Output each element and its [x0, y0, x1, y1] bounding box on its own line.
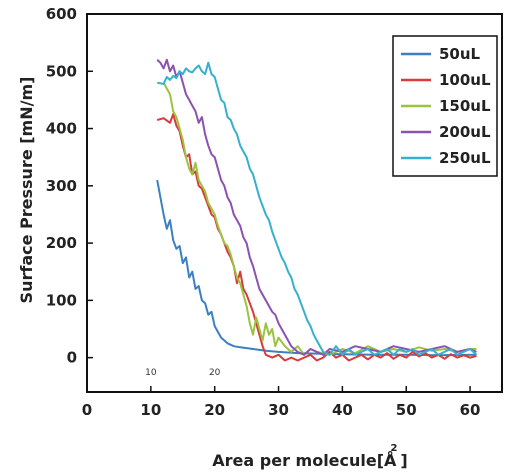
series-line-50ul: [156, 179, 477, 357]
x-tick-label: 0: [82, 401, 92, 419]
x-tick-label: 20: [204, 401, 225, 419]
inner-tick-label: 20: [209, 368, 221, 378]
x-tick-label: 30: [268, 401, 289, 419]
inner-tick-label: 10: [145, 368, 157, 378]
x-tick-label: 50: [396, 401, 417, 419]
y-tick-label: 400: [46, 120, 77, 138]
y-axis-title: Surface Pressure [mN/m]: [17, 77, 36, 304]
x-axis-title: Area per molecule[Å2]: [212, 443, 407, 470]
legend: 50uL 100uL 150uL 200uL 250uL: [392, 35, 498, 177]
x-tick-label: 40: [332, 401, 353, 419]
x-axis-title-super: 2: [390, 443, 397, 454]
y-tick-label: 0: [67, 349, 77, 367]
y-tick-label: 200: [46, 234, 77, 252]
series-line-100ul: [156, 113, 477, 362]
y-tick-label: 600: [46, 5, 77, 23]
series-line-250ul: [157, 61, 478, 356]
legend-label-50ul: 50uL: [439, 45, 481, 63]
legend-label-100ul: 100uL: [439, 71, 491, 89]
x-tick-label: 60: [460, 401, 481, 419]
plot-area: [156, 58, 478, 362]
y-tick-label: 500: [46, 62, 77, 80]
legend-label-200ul: 200uL: [439, 123, 491, 141]
series-line-150ul: [162, 82, 477, 356]
y-tick-label: 100: [46, 291, 77, 309]
x-axis-title-close: ]: [400, 451, 407, 470]
x-axis-title-main: Area per molecule[Å: [212, 451, 397, 470]
legend-label-250ul: 250uL: [439, 149, 491, 167]
plot-frame: [86, 13, 503, 393]
axes: 0 100 200 300 400 500 600 0 10 20 30 40 50 60 10 20: [46, 5, 503, 419]
series-line-200ul: [156, 58, 477, 356]
legend-label-150ul: 150uL: [439, 97, 491, 115]
y-tick-label: 300: [46, 177, 77, 195]
x-tick-label: 10: [140, 401, 161, 419]
